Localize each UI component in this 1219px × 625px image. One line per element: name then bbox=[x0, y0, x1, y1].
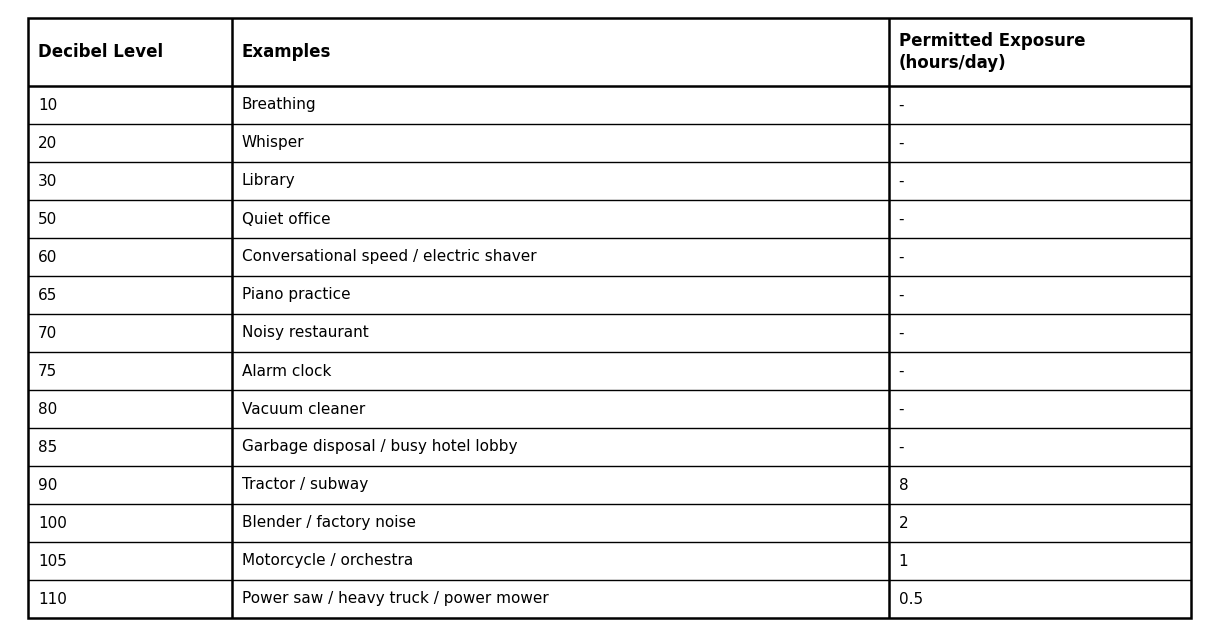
Text: Motorcycle / orchestra: Motorcycle / orchestra bbox=[241, 554, 413, 569]
Text: -: - bbox=[898, 326, 904, 341]
Text: Breathing: Breathing bbox=[241, 98, 316, 112]
Text: Examples: Examples bbox=[241, 43, 330, 61]
Text: 60: 60 bbox=[38, 249, 57, 264]
Text: Library: Library bbox=[241, 174, 295, 189]
Text: 80: 80 bbox=[38, 401, 57, 416]
Text: Whisper: Whisper bbox=[241, 136, 305, 151]
Text: Blender / factory noise: Blender / factory noise bbox=[241, 516, 416, 531]
Text: Power saw / heavy truck / power mower: Power saw / heavy truck / power mower bbox=[241, 591, 549, 606]
Text: -: - bbox=[898, 98, 904, 112]
Text: -: - bbox=[898, 288, 904, 302]
Text: 2: 2 bbox=[898, 516, 908, 531]
Text: Vacuum cleaner: Vacuum cleaner bbox=[241, 401, 364, 416]
Text: 8: 8 bbox=[898, 478, 908, 492]
Text: 105: 105 bbox=[38, 554, 67, 569]
Text: 0.5: 0.5 bbox=[898, 591, 923, 606]
Text: Quiet office: Quiet office bbox=[241, 211, 330, 226]
Text: Alarm clock: Alarm clock bbox=[241, 364, 330, 379]
Text: 70: 70 bbox=[38, 326, 57, 341]
Text: -: - bbox=[898, 211, 904, 226]
Text: Piano practice: Piano practice bbox=[241, 288, 350, 302]
Text: 100: 100 bbox=[38, 516, 67, 531]
Text: 110: 110 bbox=[38, 591, 67, 606]
Text: Noisy restaurant: Noisy restaurant bbox=[241, 326, 368, 341]
Text: 20: 20 bbox=[38, 136, 57, 151]
Text: Decibel Level: Decibel Level bbox=[38, 43, 163, 61]
Text: 30: 30 bbox=[38, 174, 57, 189]
Text: -: - bbox=[898, 249, 904, 264]
Text: -: - bbox=[898, 174, 904, 189]
Text: 65: 65 bbox=[38, 288, 57, 302]
Text: 1: 1 bbox=[898, 554, 908, 569]
Text: Permitted Exposure
(hours/day): Permitted Exposure (hours/day) bbox=[898, 32, 1085, 72]
Text: -: - bbox=[898, 364, 904, 379]
Text: 50: 50 bbox=[38, 211, 57, 226]
Text: -: - bbox=[898, 136, 904, 151]
Text: Garbage disposal / busy hotel lobby: Garbage disposal / busy hotel lobby bbox=[241, 439, 517, 454]
Text: Tractor / subway: Tractor / subway bbox=[241, 478, 368, 492]
Text: Conversational speed / electric shaver: Conversational speed / electric shaver bbox=[241, 249, 536, 264]
Text: 85: 85 bbox=[38, 439, 57, 454]
Text: 10: 10 bbox=[38, 98, 57, 112]
Text: 90: 90 bbox=[38, 478, 57, 492]
Text: -: - bbox=[898, 439, 904, 454]
Text: -: - bbox=[898, 401, 904, 416]
Text: 75: 75 bbox=[38, 364, 57, 379]
